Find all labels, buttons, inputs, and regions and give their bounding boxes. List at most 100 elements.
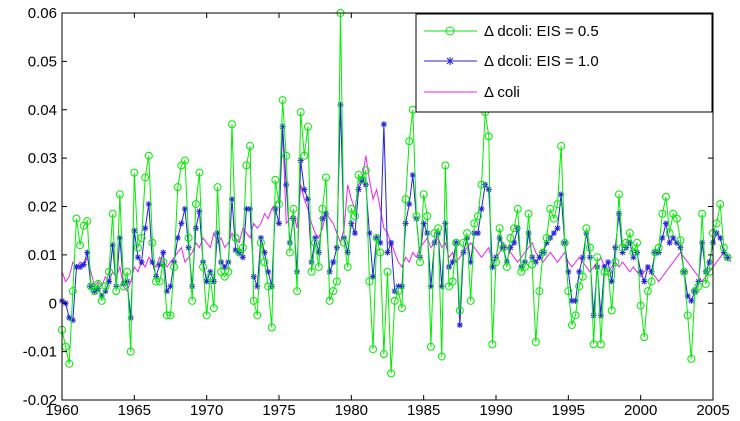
data-point	[611, 258, 620, 267]
series-line	[61, 126, 732, 293]
data-point	[276, 220, 282, 227]
data-point	[319, 215, 326, 222]
data-point	[625, 229, 634, 238]
x-tick-label: 1990	[479, 402, 512, 419]
y-tick-label: 0.06	[28, 5, 57, 22]
data-point	[485, 186, 492, 193]
data-point	[688, 297, 695, 304]
data-point	[459, 238, 468, 247]
data-point	[502, 262, 511, 271]
data-point	[361, 166, 370, 175]
data-point	[567, 321, 576, 330]
data-point	[97, 296, 106, 305]
x-tick-label: 1965	[118, 402, 151, 419]
data-point	[199, 262, 208, 271]
data-point	[209, 304, 218, 313]
data-point	[596, 340, 605, 349]
data-point	[640, 333, 649, 342]
data-point	[683, 311, 692, 320]
data-point	[687, 354, 696, 363]
data-point	[680, 267, 689, 276]
data-point	[676, 236, 685, 245]
data-point	[119, 282, 128, 291]
data-point	[322, 173, 331, 182]
data-point	[156, 261, 163, 268]
data-point	[507, 244, 514, 251]
data-point	[296, 108, 305, 117]
data-point	[256, 238, 265, 247]
data-point	[115, 190, 124, 199]
data-point	[160, 249, 167, 256]
data-point	[76, 241, 85, 250]
data-point	[376, 248, 385, 257]
data-point	[173, 183, 182, 192]
data-point	[586, 243, 595, 252]
data-point	[553, 200, 562, 209]
data-point	[677, 244, 684, 251]
data-point	[536, 254, 543, 261]
data-point	[597, 312, 604, 319]
data-point	[633, 238, 642, 247]
data-point	[665, 229, 674, 238]
data-point	[571, 311, 580, 320]
y-tick-label: 0.02	[28, 199, 57, 216]
legend-entry-eis-05: Δ dcoli: EIS = 0.5	[424, 23, 599, 40]
axis-layer: 1960 1965 1970 1975 1980 1985 1990 1995 2000 2005…	[23, 5, 730, 419]
data-point	[560, 238, 569, 247]
data-point	[137, 233, 146, 242]
data-point	[658, 209, 667, 218]
data-point	[337, 101, 344, 108]
data-point	[307, 267, 316, 276]
data-point	[101, 282, 110, 291]
data-point	[719, 243, 728, 252]
data-point	[706, 259, 713, 266]
data-point	[166, 311, 175, 320]
data-point	[213, 183, 222, 192]
data-point	[593, 253, 602, 262]
data-point	[162, 311, 171, 320]
data-point	[455, 306, 464, 315]
data-point	[673, 239, 680, 246]
data-point	[142, 225, 149, 232]
data-point	[661, 192, 670, 201]
data-point	[478, 205, 485, 212]
legend-label-eis-10: Δ dcoli: EIS = 1.0	[484, 53, 599, 70]
data-point	[238, 243, 247, 252]
data-point	[159, 258, 168, 267]
data-point	[644, 263, 651, 270]
x-tick-label: 1985	[407, 402, 440, 419]
data-point	[285, 248, 294, 257]
data-point	[369, 345, 378, 354]
data-point	[484, 132, 493, 141]
data-point	[293, 287, 302, 296]
series-0	[58, 9, 732, 378]
data-point	[423, 212, 432, 221]
data-point	[144, 151, 153, 160]
data-point	[605, 259, 612, 266]
data-point	[83, 217, 92, 226]
data-point	[72, 214, 81, 223]
data-point	[77, 263, 84, 270]
data-point	[531, 337, 540, 346]
y-tick-label: 0.03	[28, 150, 57, 167]
data-point	[318, 204, 327, 213]
data-point	[445, 263, 452, 270]
data-point	[463, 229, 472, 238]
data-point	[397, 304, 406, 313]
data-point	[525, 230, 532, 237]
data-point	[426, 342, 435, 351]
data-point	[412, 212, 421, 221]
data-point	[224, 267, 233, 276]
data-point	[365, 277, 374, 286]
data-point	[65, 359, 74, 368]
data-point	[724, 254, 731, 261]
data-point	[528, 260, 537, 269]
data-point	[250, 273, 257, 280]
data-point	[636, 301, 645, 310]
data-point	[470, 219, 479, 228]
data-point	[138, 259, 145, 266]
data-point	[575, 282, 584, 291]
legend: Δ dcoli: EIS = 0.5 Δ dcoli: EIS = 1.0 Δ …	[415, 13, 713, 113]
data-point	[80, 261, 87, 268]
